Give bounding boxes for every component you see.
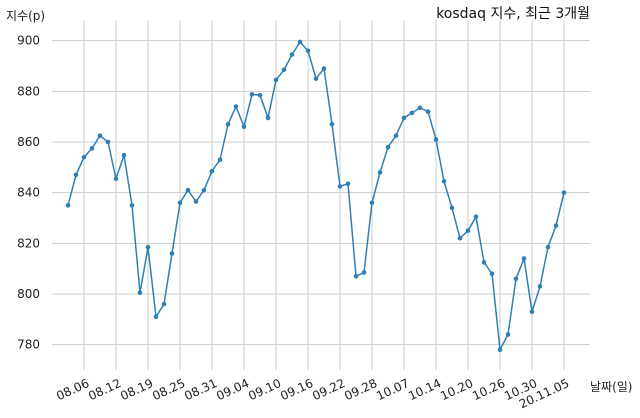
data-point bbox=[513, 276, 519, 282]
data-point bbox=[377, 170, 383, 175]
data-point bbox=[537, 284, 543, 289]
x-tick-label: 08.31 bbox=[182, 376, 219, 403]
data-point bbox=[481, 260, 487, 265]
data-point bbox=[265, 115, 271, 121]
data-point bbox=[465, 228, 471, 233]
data-point bbox=[313, 76, 319, 81]
y-tick-label: 840 bbox=[17, 186, 40, 200]
data-point bbox=[489, 271, 495, 277]
data-point bbox=[417, 105, 423, 111]
data-point bbox=[113, 176, 119, 182]
data-point bbox=[369, 200, 375, 206]
data-point bbox=[177, 200, 183, 206]
x-tick-label: 09.10 bbox=[246, 376, 283, 403]
x-tick-label: 09.28 bbox=[342, 376, 379, 403]
x-axis-label: 날짜(일) bbox=[590, 380, 632, 394]
data-point bbox=[81, 154, 87, 160]
x-tick-label: 08.25 bbox=[150, 376, 187, 403]
chart-title: kosdaq 지수, 최근 3개월 bbox=[436, 6, 590, 22]
data-point bbox=[281, 67, 287, 73]
y-tick-label: 800 bbox=[17, 287, 40, 301]
data-point bbox=[505, 332, 511, 337]
data-point bbox=[321, 66, 327, 71]
data-point bbox=[209, 168, 215, 174]
x-tick-label: 08.06 bbox=[54, 376, 91, 403]
y-axis-label: 지수(p) bbox=[6, 9, 45, 23]
data-point bbox=[89, 146, 95, 151]
y-tick-label: 880 bbox=[17, 84, 40, 98]
data-point bbox=[257, 92, 263, 98]
x-tick-label: 10.07 bbox=[374, 376, 411, 403]
data-point bbox=[105, 139, 111, 145]
y-tick-label: 860 bbox=[17, 135, 40, 149]
data-point bbox=[401, 115, 407, 121]
data-point bbox=[305, 48, 311, 54]
data-point bbox=[233, 104, 239, 109]
data-point bbox=[449, 205, 455, 211]
data-point bbox=[425, 109, 431, 114]
data-point bbox=[521, 256, 527, 261]
data-point bbox=[97, 133, 103, 138]
y-tick-label: 780 bbox=[17, 338, 40, 352]
data-point bbox=[473, 214, 479, 220]
data-point bbox=[153, 314, 159, 320]
data-point bbox=[553, 223, 559, 228]
data-point bbox=[249, 92, 255, 97]
data-point bbox=[393, 133, 399, 138]
data-point bbox=[225, 121, 231, 127]
data-point bbox=[145, 244, 151, 250]
data-point bbox=[241, 124, 247, 130]
data-point bbox=[121, 152, 127, 158]
data-point bbox=[161, 301, 167, 307]
data-point bbox=[129, 203, 135, 208]
data-point bbox=[329, 121, 335, 127]
series-points bbox=[65, 39, 567, 353]
x-tick-label: 09.16 bbox=[278, 376, 315, 403]
data-point bbox=[545, 244, 551, 250]
data-point bbox=[441, 178, 447, 184]
x-tick-label: 10.20 bbox=[438, 376, 475, 403]
data-point bbox=[385, 144, 391, 150]
data-point bbox=[433, 137, 439, 142]
data-point bbox=[65, 203, 71, 208]
data-point bbox=[169, 251, 175, 256]
data-point bbox=[353, 273, 359, 279]
y-tick-label: 900 bbox=[17, 34, 40, 48]
data-point bbox=[185, 187, 191, 193]
data-point bbox=[457, 235, 463, 241]
data-point bbox=[217, 157, 223, 163]
x-tick-label: 08.12 bbox=[86, 376, 123, 403]
data-point bbox=[289, 52, 295, 57]
y-tick-label: 820 bbox=[17, 236, 40, 250]
data-point bbox=[201, 187, 207, 193]
data-point bbox=[193, 199, 199, 204]
y-axis-ticks: 780 800 820 840 860 880 900 bbox=[17, 34, 40, 352]
data-point bbox=[361, 270, 367, 275]
data-point bbox=[273, 77, 279, 83]
data-point bbox=[73, 172, 79, 178]
data-point bbox=[337, 184, 343, 189]
x-tick-label: 09.04 bbox=[214, 376, 251, 403]
data-point bbox=[137, 290, 143, 296]
data-point bbox=[497, 347, 503, 353]
series-line bbox=[67, 40, 565, 353]
x-tick-label: 09.22 bbox=[310, 376, 347, 403]
data-point bbox=[297, 39, 303, 45]
x-tick-label: 10.14 bbox=[406, 376, 443, 403]
x-axis-ticks: 08.0608.1208.1908.2508.3109.0409.1009.16… bbox=[54, 376, 571, 411]
data-point bbox=[409, 110, 415, 116]
data-point bbox=[529, 309, 535, 315]
data-point bbox=[561, 190, 567, 195]
x-tick-label: 08.19 bbox=[118, 376, 155, 403]
x-tick-label: 10.26 bbox=[470, 376, 507, 403]
data-point bbox=[345, 181, 351, 187]
